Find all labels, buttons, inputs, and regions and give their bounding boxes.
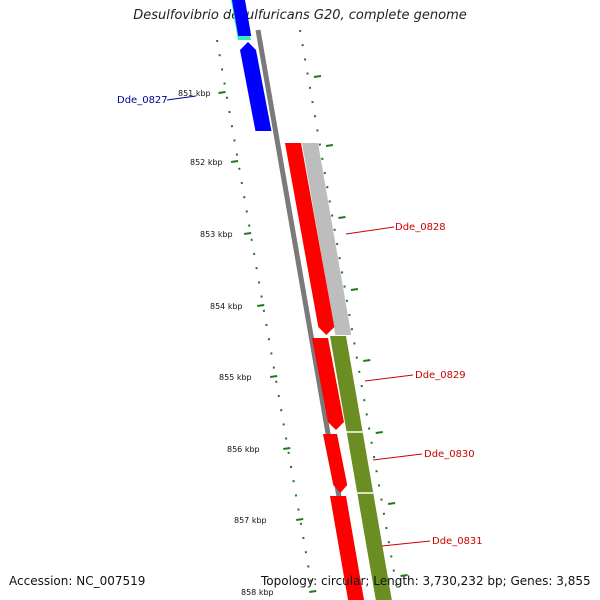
gene-label: Dde_0827 [117, 95, 168, 106]
gene-arrow-dde-0831 [330, 496, 365, 600]
tick-label: 854 kbp [210, 302, 243, 311]
major-tick-right [363, 359, 371, 362]
gene-label: Dde_0829 [415, 370, 466, 381]
major-tick-right [375, 431, 383, 434]
gene-arrow-dde-0829 [312, 338, 344, 430]
gene-leader-line [345, 226, 395, 235]
gene-label: Dde_0831 [432, 536, 483, 547]
tick-label: 852 kbp [190, 158, 223, 167]
major-tick-right [338, 216, 346, 219]
gc-band-gray [302, 143, 352, 335]
major-tick-right [325, 144, 334, 147]
gene-leader-line [381, 540, 431, 547]
major-tick-right [387, 502, 396, 505]
major-tick [230, 160, 239, 163]
gene-arrow-dde-0830 [323, 434, 348, 493]
major-tick [270, 375, 278, 378]
major-tick [257, 304, 265, 307]
tick-label: 851 kbp [178, 89, 211, 98]
map-title: Desulfovibrio desulfuricans G20, complet… [133, 8, 467, 23]
major-tick-right [350, 288, 359, 291]
major-tick [218, 91, 226, 94]
gene-arrow-dde-0828 [285, 143, 335, 335]
gene-feature-blue-top [232, 0, 252, 36]
topology-text: Topology: circular; Length: 3,730,232 bp… [261, 574, 591, 588]
tick-label: 858 kbp [241, 588, 274, 597]
gc-band-olive [330, 336, 392, 600]
major-tick-right [400, 574, 408, 577]
major-tick-right [313, 75, 322, 78]
gene-arrow-dde-0827 [240, 42, 272, 131]
accession-text: Accession: NC_007519 [9, 574, 146, 588]
major-tick [296, 518, 304, 521]
tick-label: 853 kbp [200, 230, 233, 239]
major-tick [309, 590, 317, 593]
tick-label: 857 kbp [234, 516, 267, 525]
tick-label: 856 kbp [227, 445, 260, 454]
gene-leader-line [372, 453, 423, 461]
major-tick [244, 232, 252, 235]
gene-leader-line [364, 374, 414, 382]
tick-label: 855 kbp [219, 373, 252, 382]
gene-label: Dde_0830 [424, 449, 475, 460]
gene-leader-line [166, 95, 197, 101]
gene-label: Dde_0828 [395, 222, 446, 233]
major-tick [283, 447, 291, 450]
